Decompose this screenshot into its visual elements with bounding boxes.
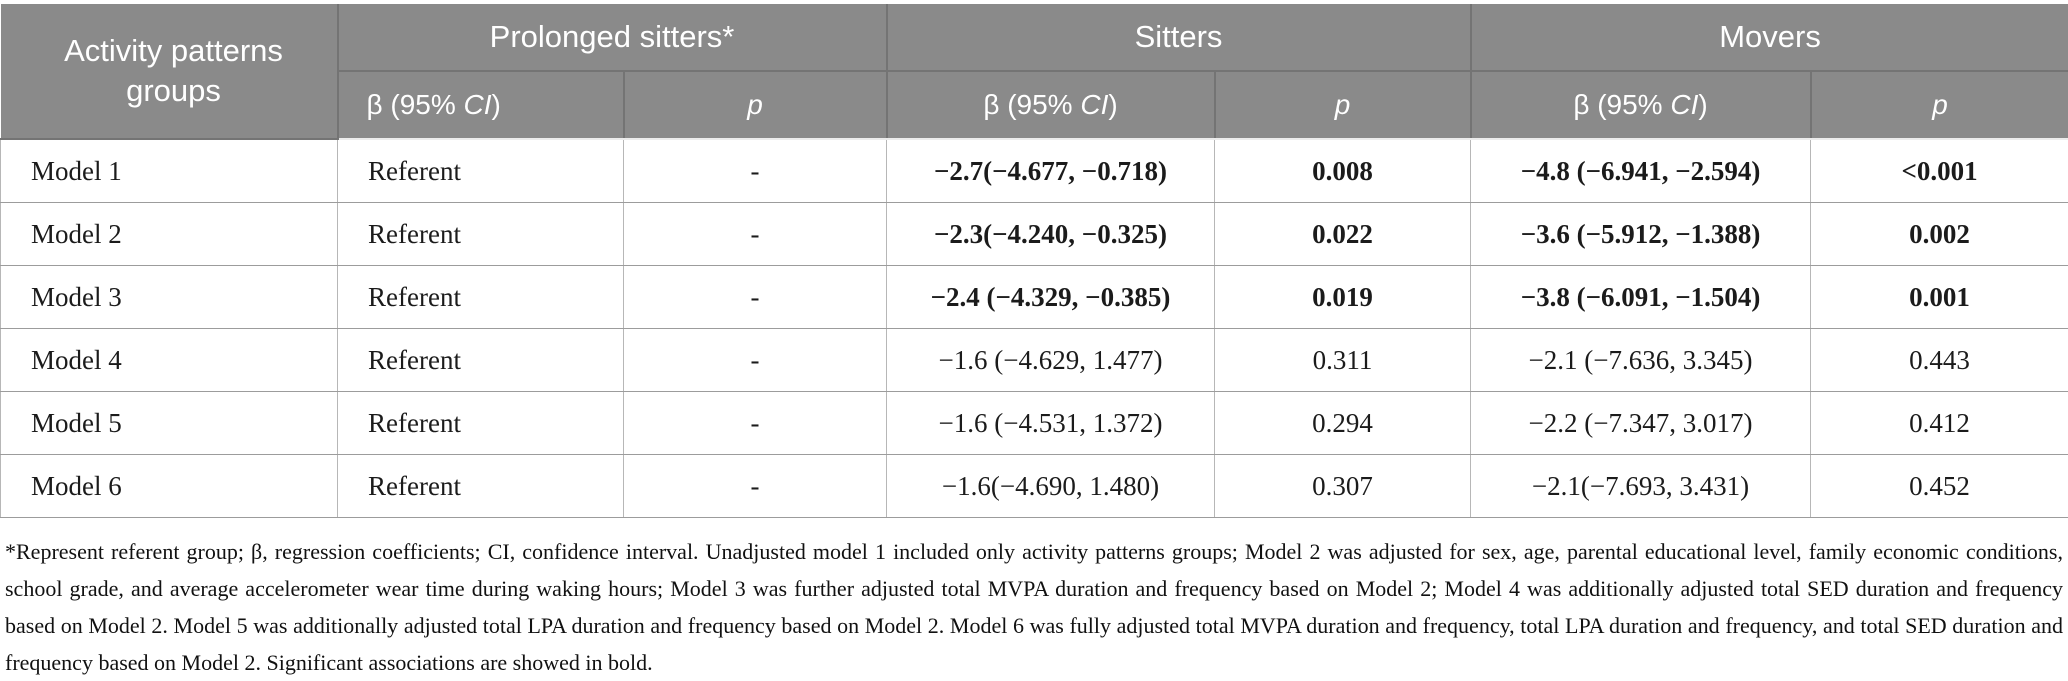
sitters-beta-cell: −1.6 (−4.629, 1.477)	[887, 329, 1215, 392]
movers-beta-cell: −3.8 (−6.091, −1.504)	[1471, 266, 1811, 329]
model-cell: Model 1	[1, 139, 338, 203]
subheader-p-sitters: p	[1215, 71, 1471, 139]
table-header: Activity patterns groups Prolonged sitte…	[1, 4, 2068, 139]
table-body: Model 1 Referent - −2.7(−4.677, −0.718) …	[1, 139, 2068, 518]
ci-label: CI	[464, 89, 492, 120]
sitters-p-cell: 0.311	[1215, 329, 1471, 392]
movers-p-cell: 0.412	[1811, 392, 2068, 455]
sitters-beta-cell: −2.4 (−4.329, −0.385)	[887, 266, 1215, 329]
beta-label-prefix: β (95%	[1573, 89, 1670, 120]
prolonged-beta-cell: Referent	[338, 203, 624, 266]
model-cell: Model 2	[1, 203, 338, 266]
table-row: Model 5 Referent - −1.6 (−4.531, 1.372) …	[1, 392, 2068, 455]
sitters-beta-cell: −2.7(−4.677, −0.718)	[887, 139, 1215, 203]
movers-p-cell: 0.001	[1811, 266, 2068, 329]
prolonged-beta-cell: Referent	[338, 392, 624, 455]
prolonged-p-cell: -	[624, 392, 887, 455]
table-footnote: *Represent referent group; β, regression…	[5, 533, 2063, 681]
table-row: Model 6 Referent - −1.6(−4.690, 1.480) 0…	[1, 455, 2068, 518]
beta-label-prefix: β (95%	[367, 89, 464, 120]
header-group-prolonged-sitters: Prolonged sitters*	[338, 4, 887, 71]
movers-beta-cell: −4.8 (−6.941, −2.594)	[1471, 139, 1811, 203]
prolonged-p-cell: -	[624, 455, 887, 518]
sitters-p-cell: 0.294	[1215, 392, 1471, 455]
header-group-sitters: Sitters	[887, 4, 1471, 71]
ci-label: CI	[1080, 89, 1108, 120]
model-cell: Model 4	[1, 329, 338, 392]
movers-beta-cell: −2.1(−7.693, 3.431)	[1471, 455, 1811, 518]
movers-p-cell: 0.002	[1811, 203, 2068, 266]
movers-p-cell: <0.001	[1811, 139, 2068, 203]
sitters-beta-cell: −1.6(−4.690, 1.480)	[887, 455, 1215, 518]
beta-label-suffix: )	[1108, 89, 1117, 120]
prolonged-p-cell: -	[624, 266, 887, 329]
sitters-p-cell: 0.008	[1215, 139, 1471, 203]
sitters-beta-cell: −1.6 (−4.531, 1.372)	[887, 392, 1215, 455]
beta-label-prefix: β (95%	[983, 89, 1080, 120]
prolonged-beta-cell: Referent	[338, 266, 624, 329]
movers-beta-cell: −2.2 (−7.347, 3.017)	[1471, 392, 1811, 455]
beta-label-suffix: )	[1698, 89, 1707, 120]
table-row: Model 2 Referent - −2.3(−4.240, −0.325) …	[1, 203, 2068, 266]
model-cell: Model 3	[1, 266, 338, 329]
table-row: Model 4 Referent - −1.6 (−4.629, 1.477) …	[1, 329, 2068, 392]
movers-p-cell: 0.443	[1811, 329, 2068, 392]
movers-p-cell: 0.452	[1811, 455, 2068, 518]
subheader-beta-movers: β (95% CI)	[1471, 71, 1811, 139]
subheader-p-movers: p	[1811, 71, 2068, 139]
p-label: p	[1335, 89, 1351, 120]
movers-beta-cell: −3.6 (−5.912, −1.388)	[1471, 203, 1811, 266]
prolonged-p-cell: -	[624, 203, 887, 266]
sitters-p-cell: 0.022	[1215, 203, 1471, 266]
model-cell: Model 6	[1, 455, 338, 518]
sitters-p-cell: 0.307	[1215, 455, 1471, 518]
prolonged-beta-cell: Referent	[338, 329, 624, 392]
ci-label: CI	[1670, 89, 1698, 120]
sitters-p-cell: 0.019	[1215, 266, 1471, 329]
table-row: Model 1 Referent - −2.7(−4.677, −0.718) …	[1, 139, 2068, 203]
p-label: p	[1932, 89, 1948, 120]
header-group-row: Activity patterns groups Prolonged sitte…	[1, 4, 2068, 71]
prolonged-p-cell: -	[624, 329, 887, 392]
header-activity-patterns-groups: Activity patterns groups	[1, 4, 338, 139]
sitters-beta-cell: −2.3(−4.240, −0.325)	[887, 203, 1215, 266]
p-label: p	[747, 89, 763, 120]
subheader-beta-sitters: β (95% CI)	[887, 71, 1215, 139]
beta-label-suffix: )	[492, 89, 501, 120]
prolonged-p-cell: -	[624, 139, 887, 203]
header-group-movers: Movers	[1471, 4, 2068, 71]
table-row: Model 3 Referent - −2.4 (−4.329, −0.385)…	[1, 266, 2068, 329]
prolonged-beta-cell: Referent	[338, 455, 624, 518]
prolonged-beta-cell: Referent	[338, 139, 624, 203]
model-cell: Model 5	[1, 392, 338, 455]
movers-beta-cell: −2.1 (−7.636, 3.345)	[1471, 329, 1811, 392]
subheader-beta-prolonged: β (95% CI)	[338, 71, 624, 139]
results-table: Activity patterns groups Prolonged sitte…	[0, 4, 2068, 518]
subheader-p-prolonged: p	[624, 71, 887, 139]
